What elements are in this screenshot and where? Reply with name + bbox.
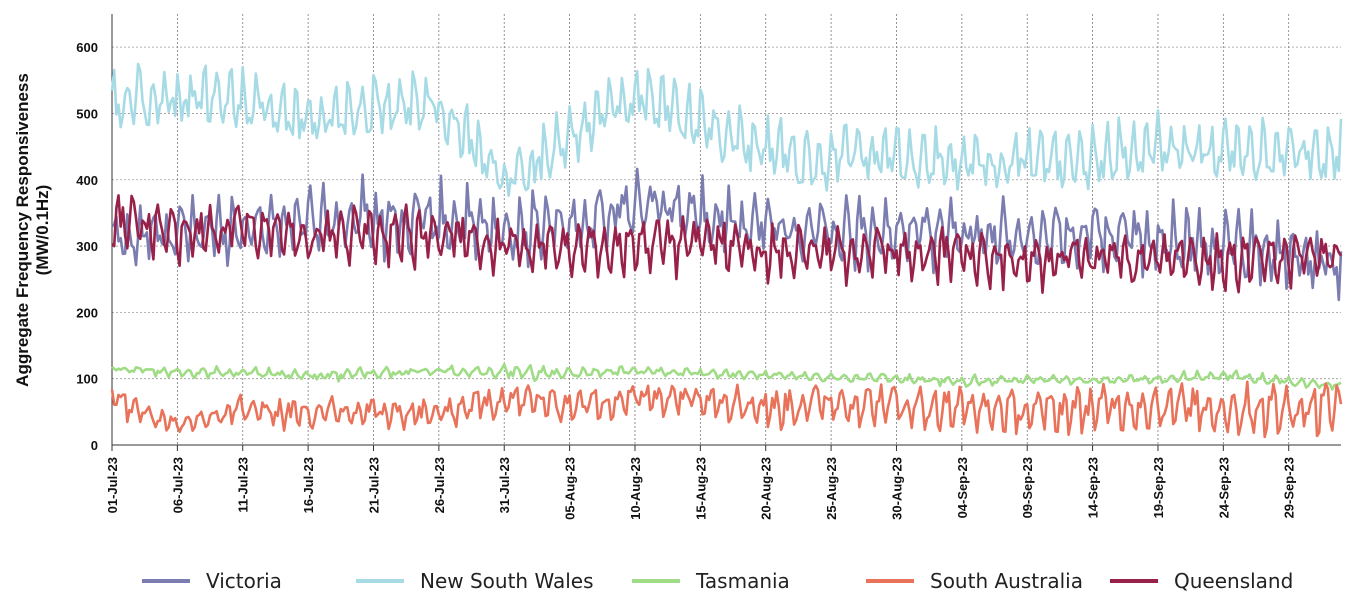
series-line-south-australia — [110, 380, 1343, 439]
series-lines — [110, 62, 1343, 439]
y-tick-labels: 0 100 200 300 400 500 600 — [76, 40, 98, 453]
x-tick-label: 25-Aug-23 — [824, 457, 839, 520]
x-tick-label: 21-Jul-23 — [366, 457, 381, 513]
series-line-victoria — [111, 167, 1343, 302]
x-tick-label: 15-Aug-23 — [693, 457, 708, 520]
y-axis-units: (MW/0.1Hz) — [33, 185, 52, 276]
legend-label: Tasmania — [695, 569, 790, 593]
x-tick-label: 31-Jul-23 — [497, 457, 512, 513]
legend-label: Victoria — [206, 569, 282, 593]
x-tick-label: 20-Aug-23 — [759, 457, 774, 520]
legend: Victoria New South Wales Tasmania South Aus… — [142, 569, 1293, 593]
y-tick-label: 200 — [76, 305, 98, 320]
legend-label: South Australia — [930, 569, 1083, 593]
x-tick-label: 16-Jul-23 — [301, 457, 316, 513]
y-tick-label: 100 — [76, 372, 98, 387]
series-line-queensland — [111, 194, 1343, 295]
x-tick-label: 04-Sep-23 — [955, 457, 970, 518]
y-tick-label: 600 — [76, 40, 98, 55]
x-tick-label: 14-Sep-23 — [1086, 457, 1101, 518]
y-tick-label: 400 — [76, 173, 98, 188]
y-tick-label: 500 — [76, 106, 98, 121]
legend-label: New South Wales — [420, 569, 594, 593]
series-line-tasmania — [111, 362, 1342, 391]
x-tick-label: 30-Aug-23 — [889, 457, 904, 520]
series-line-new-south-wales — [110, 62, 1343, 197]
x-tick-label: 01-Jul-23 — [105, 457, 120, 513]
x-tick-label: 29-Sep-23 — [1282, 457, 1297, 518]
x-tick-labels: 01-Jul-23 06-Jul-23 11-Jul-23 16-Jul-23 21-J… — [105, 457, 1297, 520]
y-tick-label: 0 — [91, 438, 98, 453]
x-tick-label: 11-Jul-23 — [236, 457, 251, 513]
x-tick-label: 26-Jul-23 — [432, 457, 447, 513]
x-tick-label: 05-Aug-23 — [563, 457, 578, 520]
x-tick-label: 09-Sep-23 — [1020, 457, 1035, 518]
x-tick-label: 24-Sep-23 — [1216, 457, 1231, 518]
x-tick-label: 06-Jul-23 — [170, 457, 185, 513]
x-tick-label: 19-Sep-23 — [1151, 457, 1166, 518]
y-axis-label: Aggregate Frequency Responsiveness — [13, 73, 32, 387]
legend-label: Queensland — [1174, 569, 1293, 593]
y-tick-label: 300 — [76, 239, 98, 254]
x-tick-label: 10-Aug-23 — [628, 457, 643, 520]
